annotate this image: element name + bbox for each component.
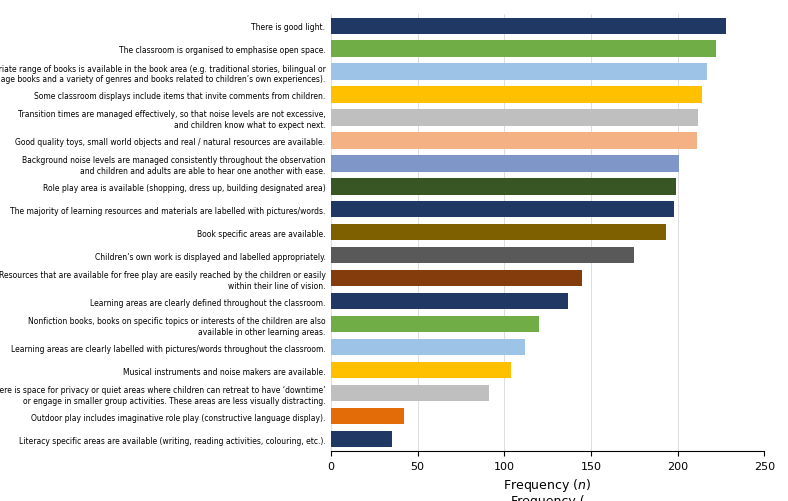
Bar [331, 179, 676, 195]
Bar [331, 431, 392, 447]
Bar [331, 271, 582, 287]
Bar [331, 408, 403, 424]
Bar [331, 42, 716, 58]
Bar [331, 386, 489, 402]
Bar [331, 225, 666, 241]
Bar [331, 294, 568, 310]
Bar [331, 110, 698, 126]
X-axis label: Frequency ($n$): Frequency ($n$) [504, 476, 592, 493]
Bar [331, 248, 634, 264]
Bar [331, 87, 702, 103]
Bar [331, 19, 727, 35]
Bar [331, 64, 707, 80]
Bar [331, 340, 525, 356]
Bar [331, 202, 675, 218]
Text: Frequency (: Frequency ( [511, 494, 585, 501]
Bar [331, 156, 679, 172]
Bar [331, 317, 539, 333]
Bar [331, 363, 511, 379]
Bar [331, 133, 697, 149]
